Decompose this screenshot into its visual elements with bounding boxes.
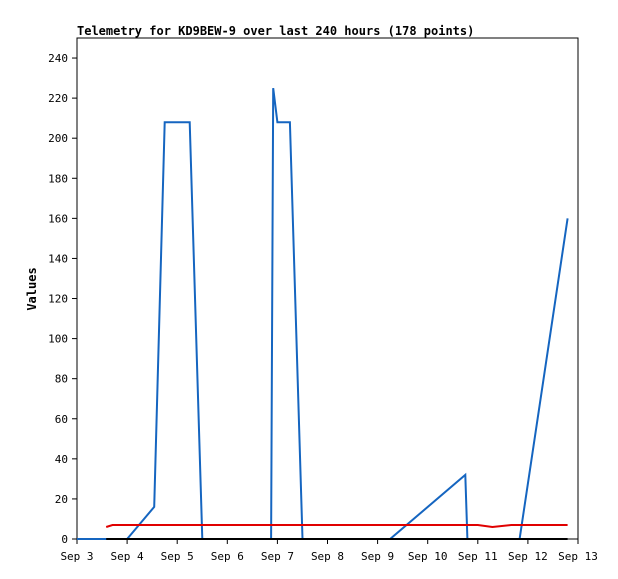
x-tick-label: Sep 11 xyxy=(458,550,498,563)
y-tick-label: 20 xyxy=(55,493,68,506)
y-tick-label: 160 xyxy=(48,212,68,225)
y-tick-label: 100 xyxy=(48,333,68,346)
y-tick-label: 180 xyxy=(48,172,68,185)
series-group xyxy=(77,87,569,540)
x-tick-label: Sep 7 xyxy=(261,550,294,563)
y-axis: 0 20 40 60 80 100 120 140 160 180 200 220 240 xyxy=(48,52,77,546)
y-axis-label: Values xyxy=(25,267,39,310)
series-line-2 xyxy=(105,524,568,529)
x-tick-label: Sep 6 xyxy=(211,550,244,563)
series-line-1 xyxy=(77,87,569,540)
x-tick-label: Sep 3 xyxy=(60,550,93,563)
y-tick-label: 240 xyxy=(48,52,68,65)
x-tick-label: Sep 8 xyxy=(311,550,344,563)
y-tick-label: 200 xyxy=(48,132,68,145)
x-tick-label: Sep 4 xyxy=(111,550,144,563)
chart-title: Telemetry for KD9BEW-9 over last 240 hou… xyxy=(77,24,474,38)
y-tick-label: 0 xyxy=(61,533,68,546)
y-tick-label: 60 xyxy=(55,413,68,426)
y-tick-label: 140 xyxy=(48,252,68,265)
x-tick-label: Sep 5 xyxy=(161,550,194,563)
y-tick-label: 120 xyxy=(48,293,68,306)
x-tick-label: Sep 9 xyxy=(361,550,394,563)
y-tick-label: 80 xyxy=(55,373,68,386)
x-axis: Sep 3 Sep 4 Sep 5 Sep 6 Sep 7 Sep 8 Sep 9 Sep 1… xyxy=(60,539,598,563)
y-tick-label: 220 xyxy=(48,92,68,105)
plot-area xyxy=(76,37,579,540)
y-tick-label: 40 xyxy=(55,453,68,466)
x-tick-label: Sep 13 xyxy=(558,550,598,563)
x-tick-label: Sep 10 xyxy=(408,550,448,563)
x-tick-label: Sep 12 xyxy=(508,550,548,563)
